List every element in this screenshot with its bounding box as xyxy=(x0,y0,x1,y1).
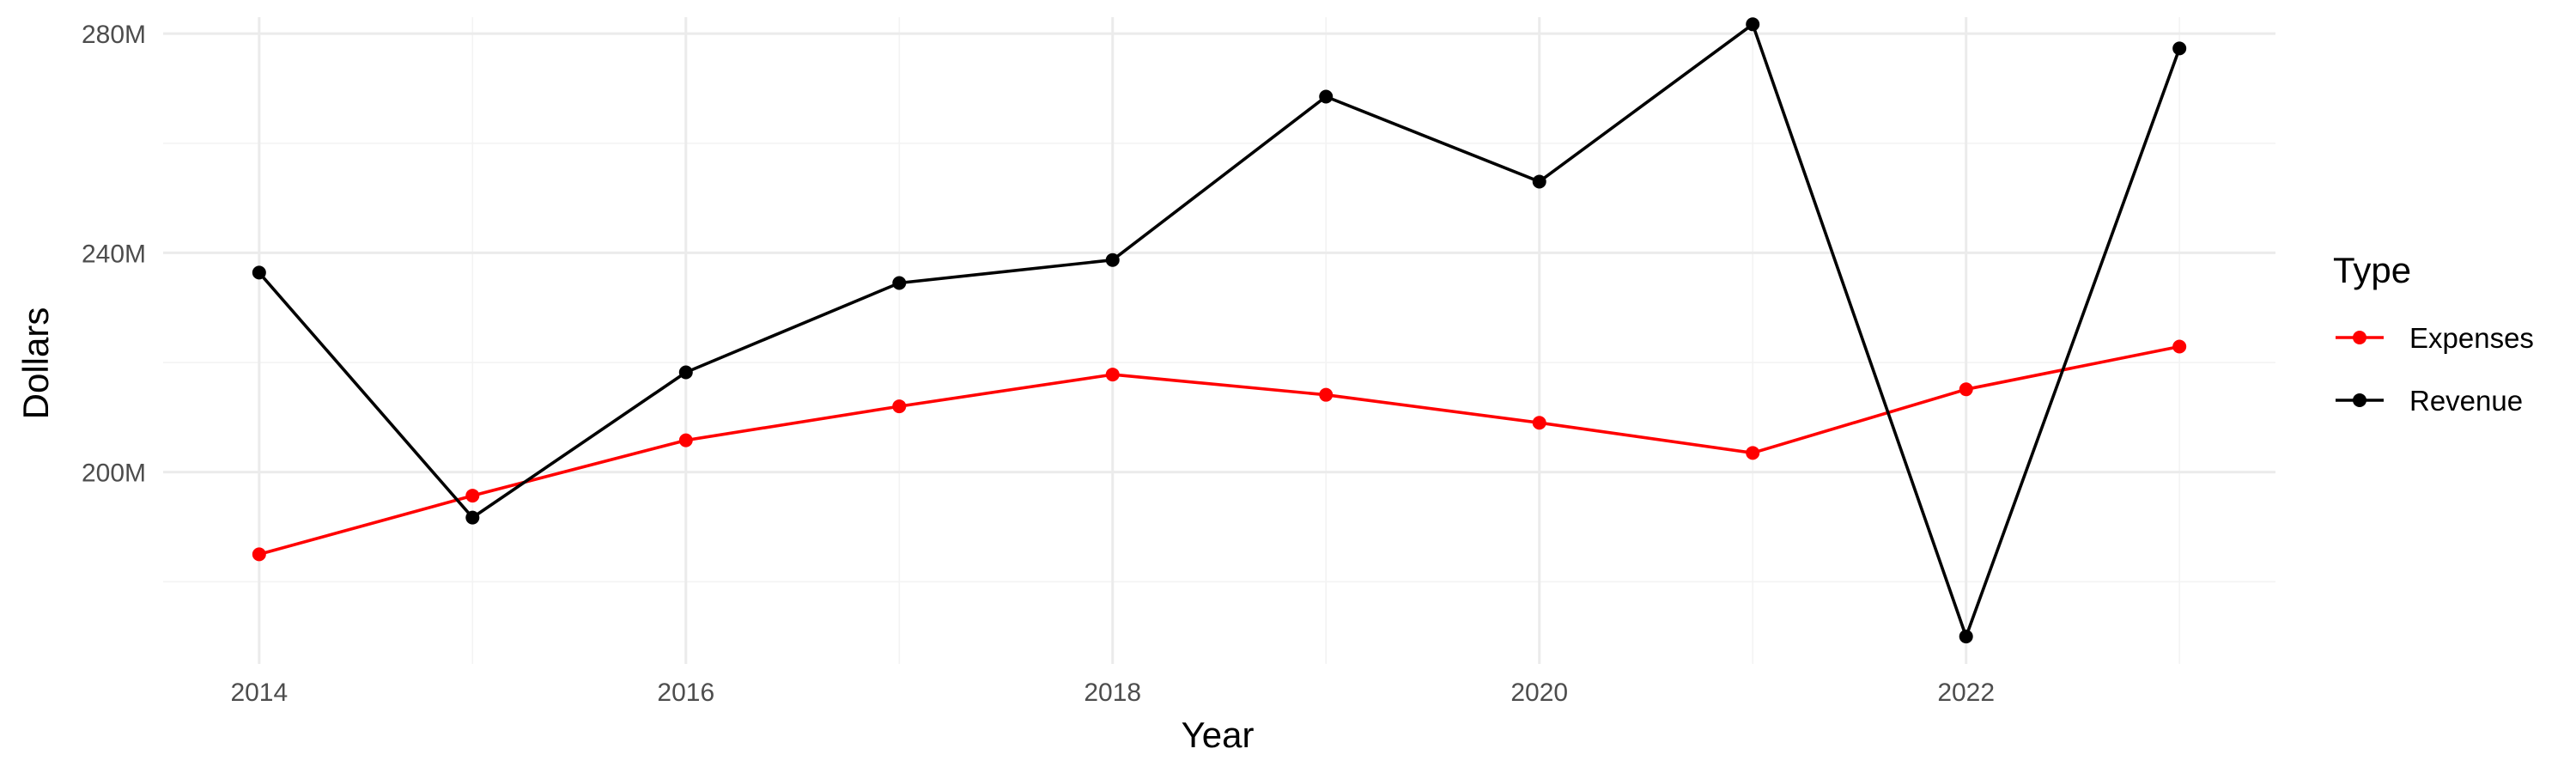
legend-key-revenue-point xyxy=(2353,393,2366,407)
grid xyxy=(163,17,2275,664)
revenue-point xyxy=(1746,17,1760,32)
expenses-point xyxy=(1746,446,1760,460)
expenses-point xyxy=(252,547,266,562)
revenue-line xyxy=(258,22,2181,638)
y-tick-label: 280M xyxy=(82,21,146,49)
legend-key-expenses-point xyxy=(2353,331,2366,344)
revenue-point xyxy=(678,365,693,380)
series-lines xyxy=(258,22,2181,638)
data-points xyxy=(252,17,2187,644)
expenses-point xyxy=(1105,368,1120,382)
expenses-point xyxy=(1959,382,1973,397)
legend-items: Expenses Revenue xyxy=(2336,322,2534,417)
y-tick-label: 240M xyxy=(82,240,146,268)
legend-label-revenue: Revenue xyxy=(2409,385,2523,417)
x-tick-label: 2016 xyxy=(657,679,714,707)
expenses-point xyxy=(2172,339,2187,354)
revenue-point xyxy=(252,265,266,280)
expenses-point xyxy=(1532,416,1546,430)
legend-title: Type xyxy=(2333,250,2411,290)
revenue-point xyxy=(1319,89,1334,104)
y-axis-tick-labels: 200M 240M 280M xyxy=(82,21,146,488)
expenses-point xyxy=(1319,387,1334,402)
x-axis-tick-labels: 2014 2016 2018 2020 2022 xyxy=(230,679,1995,707)
x-axis-title: Year xyxy=(1182,715,1255,755)
revenue-point xyxy=(1105,253,1120,267)
x-tick-label: 2022 xyxy=(1937,679,1995,707)
expenses-point xyxy=(892,399,907,414)
expenses-point xyxy=(465,489,480,503)
revenue-point xyxy=(1532,174,1546,189)
expenses-point xyxy=(678,433,693,447)
revenue-point xyxy=(1959,630,1973,644)
revenue-point xyxy=(2172,41,2187,56)
y-axis-title: Dollars xyxy=(15,307,56,420)
expenses-line xyxy=(258,344,2180,557)
x-tick-label: 2018 xyxy=(1084,679,1141,707)
legend-label-expenses: Expenses xyxy=(2409,322,2534,354)
x-tick-label: 2020 xyxy=(1510,679,1568,707)
legend: Type Expenses Revenue xyxy=(2333,250,2534,417)
x-tick-label: 2014 xyxy=(230,679,288,707)
revenue-point xyxy=(465,510,480,525)
y-tick-label: 200M xyxy=(82,460,146,488)
revenue-point xyxy=(892,276,907,290)
